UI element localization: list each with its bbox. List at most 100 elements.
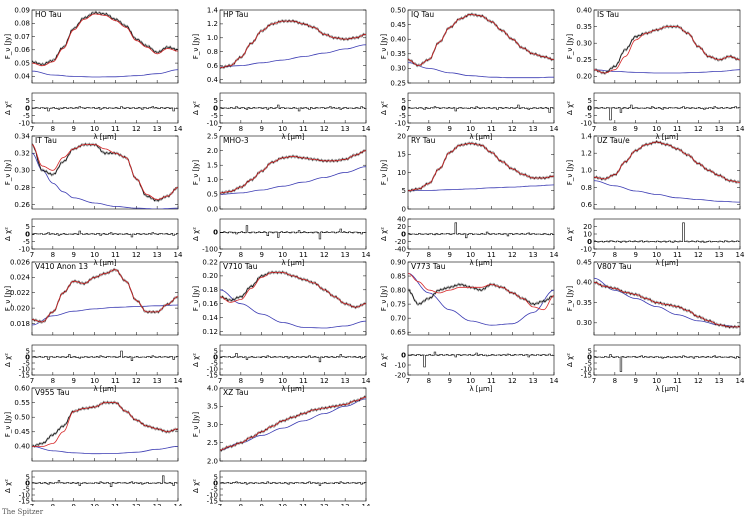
x-tick-label: 10: [278, 125, 287, 133]
residual-y-tick-label: -5: [585, 359, 592, 367]
x-tick-label: 10: [466, 377, 475, 385]
y-tick-label: 0.20: [202, 272, 218, 280]
x-tick-label: 14: [362, 503, 371, 506]
continuum-spectrum-line: [594, 180, 740, 203]
x-tick-label: 10: [90, 503, 99, 506]
x-tick-label: 9: [71, 377, 75, 385]
continuum-spectrum-line: [32, 446, 178, 455]
y-tick-label: 0.75: [390, 300, 406, 308]
y-tick-label: 0.30: [390, 65, 406, 73]
residual-y-tick-label: -5: [211, 485, 218, 493]
y-tick-label: 0.6: [581, 201, 593, 209]
y-tick-label: 0.40: [576, 279, 592, 287]
x-tick-label: 12: [320, 251, 329, 259]
residual-y-tick-label: 0: [25, 479, 30, 487]
residual-y-tick-label: -10: [395, 119, 406, 127]
residual-plot-frame: [31, 470, 179, 502]
y-tick-label: 0.30: [14, 167, 30, 175]
residual-y-axis-label: Δ χ²: [4, 227, 12, 241]
x-tick-label: 14: [362, 125, 371, 133]
residual-step-line: [220, 225, 367, 240]
model-spectrum-line: [220, 271, 366, 308]
residual-y-tick-label: 0: [587, 104, 592, 112]
x-axis-label: λ [μm]: [93, 385, 116, 393]
x-tick-label: 14: [362, 251, 371, 259]
y-axis-label: F_ν [Jy]: [192, 412, 200, 438]
y-tick-label: 0.5: [207, 191, 218, 199]
y-tick-label: 0.35: [576, 23, 592, 31]
continuum-spectrum-line: [32, 304, 178, 326]
continuum-spectrum-line: [220, 289, 366, 329]
x-tick-label: 7: [30, 377, 34, 385]
y-tick-label: 0.18: [202, 286, 218, 294]
model-spectrum-line: [408, 272, 554, 311]
residual-plot-frame: [407, 344, 555, 376]
panel-title: HO Tau: [35, 10, 62, 19]
x-tick-label: 10: [652, 125, 661, 133]
residual-step-line: [594, 104, 741, 121]
chart-panel: UZ Tau/e0.60.81.01.21.4F_ν [Jy]20100-10Δ…: [566, 132, 745, 267]
residual-step-line: [408, 222, 555, 239]
residual-y-tick-label: -10: [395, 361, 406, 369]
x-tick-label: 9: [71, 125, 75, 133]
error-envelope-line: [594, 282, 740, 330]
residual-y-axis-label: Δ χ²: [4, 101, 12, 115]
panel-title: UZ Tau/e: [597, 136, 630, 145]
residual-y-tick-label: -10: [207, 119, 218, 127]
y-tick-label: 1.0: [207, 34, 218, 42]
x-tick-label: 13: [153, 125, 162, 133]
observed-spectrum-line: [408, 13, 554, 67]
x-axis-label: λ [μm]: [93, 133, 116, 141]
residual-y-tick-label: 5: [588, 347, 592, 355]
panel-title: IT Tau: [35, 136, 57, 145]
residual-y-tick-label: -5: [23, 112, 30, 120]
error-envelope-line: [220, 18, 366, 68]
x-tick-label: 10: [652, 377, 661, 385]
error-envelope-line: [408, 12, 554, 66]
residual-y-tick-label: 0: [25, 104, 30, 112]
residual-plot-frame: [31, 344, 179, 376]
observed-spectrum-line: [408, 283, 554, 306]
continuum-spectrum-line: [32, 152, 178, 209]
y-axis-label: F_ν [Jy]: [566, 34, 574, 60]
y-tick-label: 2.0: [207, 147, 218, 155]
residual-y-tick-label: -5: [23, 359, 30, 367]
residual-y-tick-label: -5: [23, 238, 30, 246]
x-tick-label: 9: [259, 125, 263, 133]
panel-title: V807 Tau: [597, 262, 632, 271]
observed-spectrum-line: [594, 140, 740, 184]
model-spectrum-line: [594, 26, 740, 74]
residual-y-axis-label: Δ χ²: [4, 479, 12, 493]
x-tick-label: 9: [447, 251, 451, 259]
residual-y-tick-label: 0: [401, 230, 406, 238]
x-tick-label: 14: [174, 125, 183, 133]
x-tick-label: 7: [406, 251, 410, 259]
x-tick-label: 14: [550, 251, 559, 259]
panel-title: IQ Tau: [411, 10, 434, 19]
y-axis-label: F_ν [Jy]: [380, 286, 388, 312]
x-tick-label: 13: [529, 125, 538, 133]
residual-y-tick-label: 0: [401, 351, 406, 359]
y-tick-label: 0.16: [202, 300, 218, 308]
residual-y-tick-label: -15: [207, 497, 218, 505]
model-spectrum-line: [32, 13, 178, 67]
x-tick-label: 12: [694, 377, 703, 385]
residual-y-axis-label: Δ χ²: [566, 101, 574, 115]
x-tick-label: 8: [427, 125, 431, 133]
x-axis-label: λ [μm]: [281, 259, 304, 267]
panel-title: V773 Tau: [411, 262, 446, 271]
model-spectrum-line: [32, 144, 178, 201]
x-tick-label: 9: [71, 503, 75, 506]
residual-step-line: [220, 104, 367, 112]
residual-y-tick-label: -10: [19, 119, 30, 127]
main-plot-frame: [219, 9, 367, 84]
x-tick-label: 13: [715, 251, 724, 259]
chart-panel: XZ Tau 2.0 2.5 3.0 3.5 4.0 F_ν [Jy] 50-5-10-15 Δ…: [192, 384, 371, 506]
chart-panel: V710 Tau 0.12 0.14 0.16 0.18 0.20 0.22 F_ν [Jy]…: [192, 258, 371, 393]
residual-y-tick-label: -5: [211, 112, 218, 120]
model-spectrum-line: [408, 13, 554, 66]
error-envelope-line: [220, 270, 366, 308]
x-tick-label: 13: [341, 125, 350, 133]
y-tick-label: 0.60: [14, 384, 30, 392]
y-tick-label: 0.85: [390, 272, 406, 280]
